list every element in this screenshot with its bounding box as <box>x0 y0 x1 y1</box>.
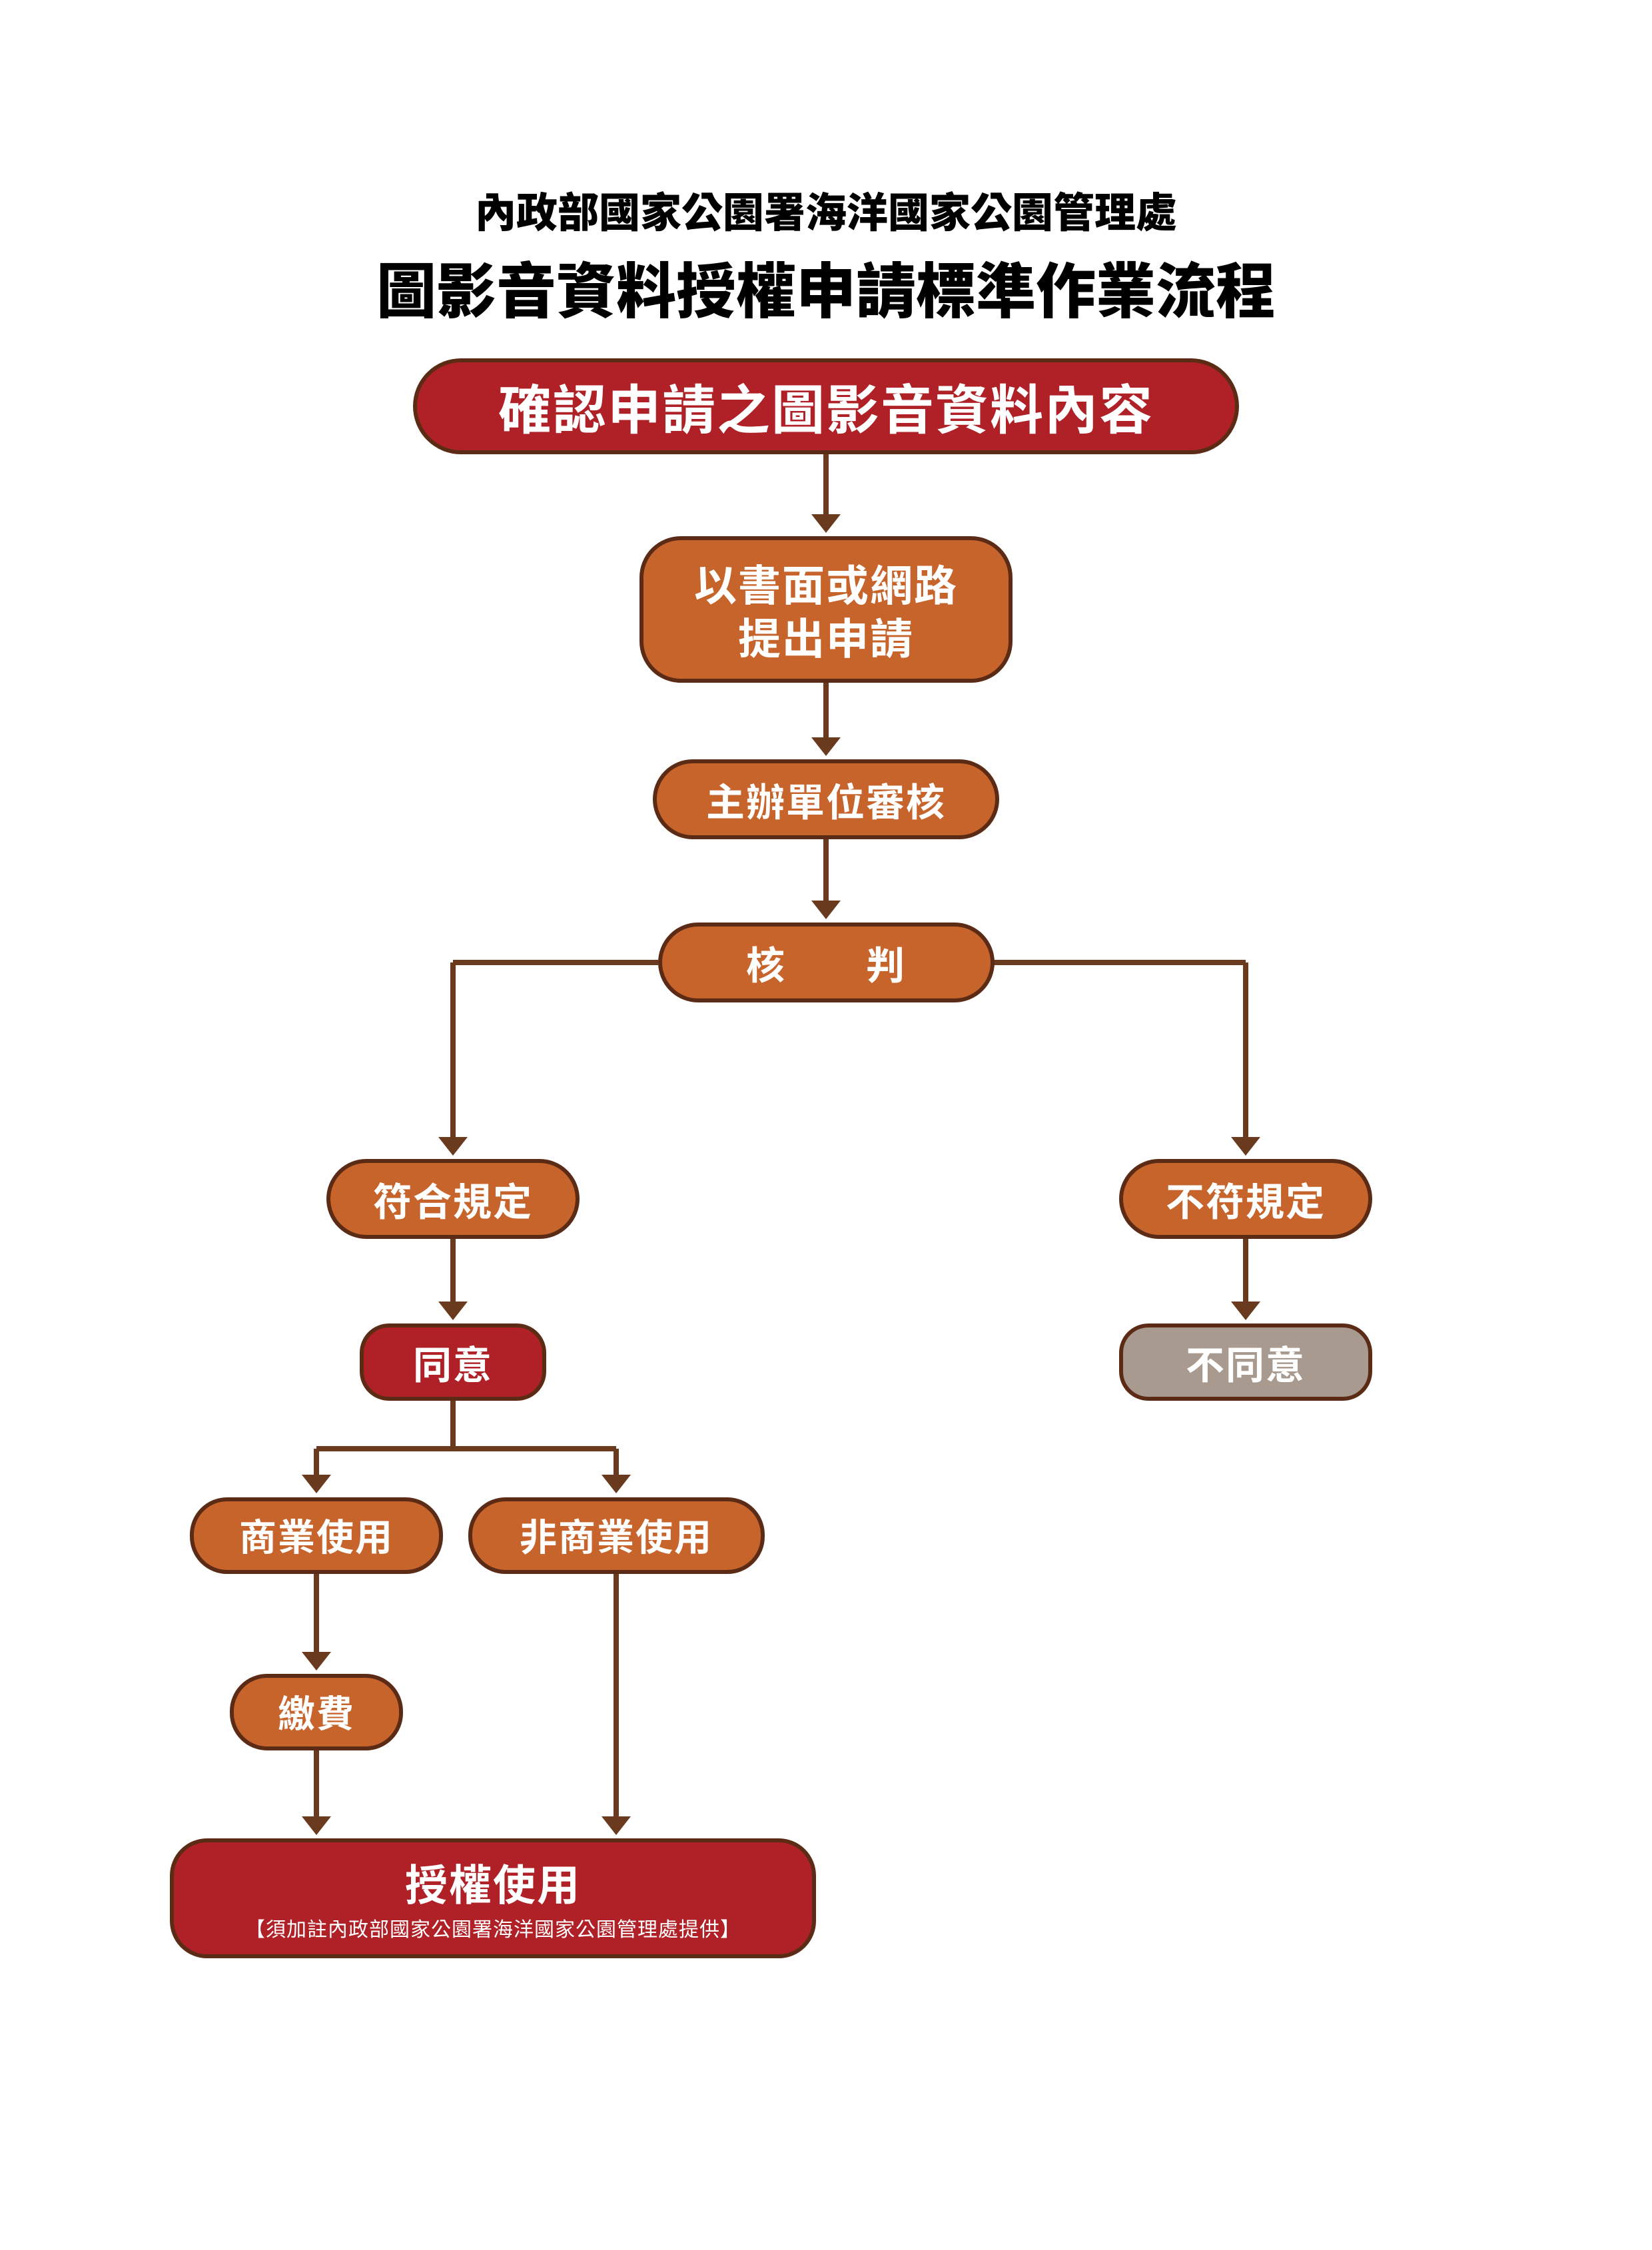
flow-node-sublabel: 【須加註內政部國家公園署海洋國家公園管理處提供】 <box>245 1916 741 1941</box>
flow-node-label: 確認申請之圖影音資料內容 <box>498 373 1154 440</box>
flow-node-n5: 符合規定 <box>326 1159 580 1239</box>
flow-node-label: 不同意 <box>1186 1338 1306 1387</box>
flow-node-n7: 同意 <box>360 1323 546 1401</box>
flow-node-n8: 不同意 <box>1119 1323 1372 1401</box>
flow-node-label: 符合規定 <box>373 1175 533 1224</box>
flow-node-label: 不符規定 <box>1166 1175 1326 1224</box>
flow-node-n10: 非商業使用 <box>468 1497 765 1574</box>
flow-node-n6: 不符規定 <box>1119 1159 1372 1239</box>
flow-node-n1: 確認申請之圖影音資料內容 <box>413 358 1239 454</box>
page-title: 圖影音資料授權申請標準作業流程 <box>0 243 1652 330</box>
flow-node-n11: 繳費 <box>230 1674 403 1750</box>
flow-node-label: 非商業使用 <box>520 1512 713 1559</box>
flow-node-label: 繳費 <box>278 1688 355 1735</box>
flow-node-n3: 主辦單位審核 <box>653 759 999 839</box>
flow-node-n12: 授權使用【須加註內政部國家公園署海洋國家公園管理處提供】 <box>170 1838 816 1958</box>
page-subtitle: 內政部國家公園署海洋國家公園管理處 <box>0 179 1652 239</box>
flow-node-n9: 商業使用 <box>190 1497 443 1574</box>
flow-node-label: 授權使用 <box>405 1856 581 1909</box>
flow-node-label: 核 判 <box>746 938 906 987</box>
flow-node-n4: 核 判 <box>658 923 995 1002</box>
flow-node-label: 同意 <box>413 1338 493 1387</box>
flow-node-n2: 以書面或網路 提出申請 <box>639 536 1013 683</box>
flow-node-label: 以書面或網路 提出申請 <box>694 556 958 663</box>
flow-node-label: 商業使用 <box>239 1512 394 1559</box>
flow-node-label: 主辦單位審核 <box>706 775 946 824</box>
